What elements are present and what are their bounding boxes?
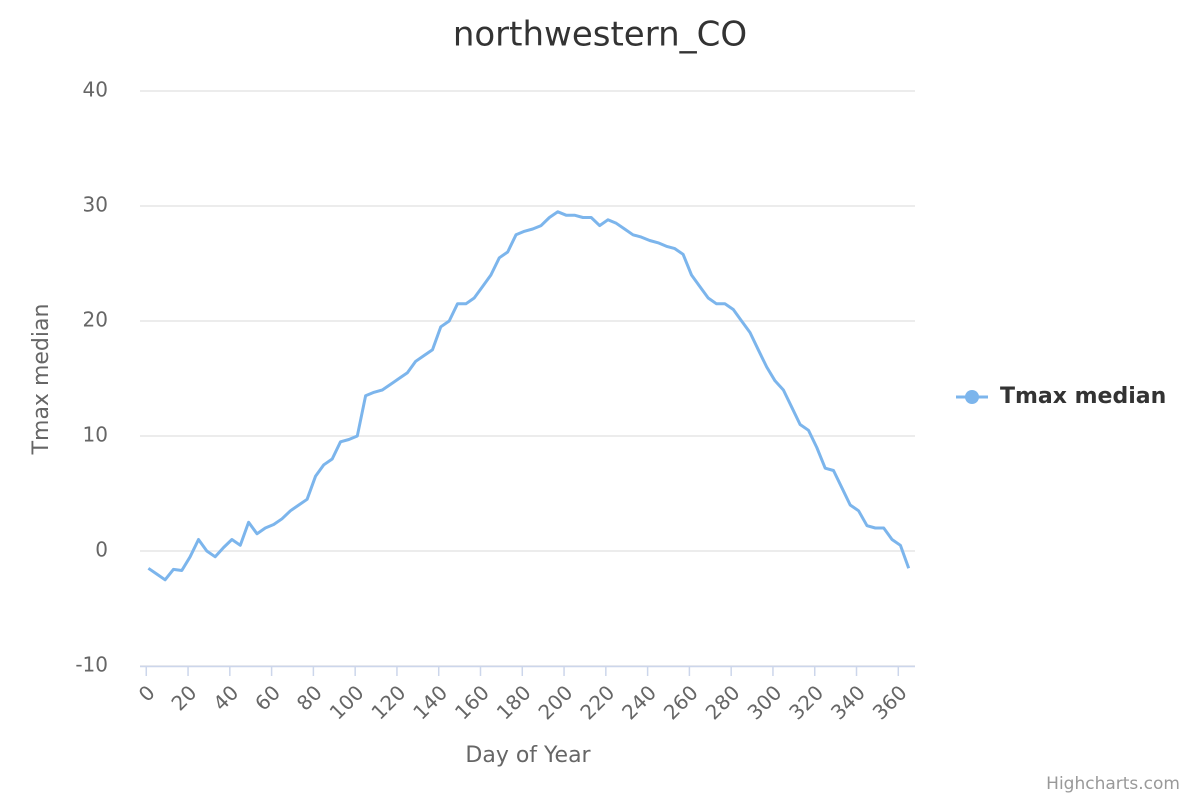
x-tick-label: 80 xyxy=(292,680,327,715)
x-tick-label: 220 xyxy=(575,680,619,724)
x-tick-label: 360 xyxy=(868,680,912,724)
x-axis-label: Day of Year xyxy=(465,743,591,768)
y-tick-label: 20 xyxy=(83,308,108,332)
x-tick-label: 300 xyxy=(742,680,786,724)
x-tick-label: 0 xyxy=(134,680,160,706)
y-tick-label: 30 xyxy=(83,193,108,217)
legend-marker xyxy=(965,390,979,404)
x-tick-label: 180 xyxy=(492,680,536,724)
x-tick-label: 60 xyxy=(250,680,285,715)
chart-title: northwestern_CO xyxy=(453,15,747,55)
x-tick-label: 340 xyxy=(826,680,870,724)
y-tick-label: 10 xyxy=(83,423,108,447)
x-tick-label: 140 xyxy=(408,680,452,724)
y-tick-label: -10 xyxy=(75,653,108,677)
x-tick-label: 260 xyxy=(659,680,703,724)
x-tick-label: 240 xyxy=(617,680,661,724)
x-tick-label: 320 xyxy=(784,680,828,724)
x-tick-label: 100 xyxy=(325,680,369,724)
y-tick-label: 0 xyxy=(95,538,108,562)
credits: Highcharts.com xyxy=(1046,774,1180,794)
x-tick-label: 20 xyxy=(167,680,202,715)
x-tick-label: 40 xyxy=(208,680,243,715)
y-axis-label: Tmax median xyxy=(29,304,54,456)
line-series xyxy=(147,210,911,582)
legend-label: Tmax median xyxy=(1000,384,1166,409)
y-tick-label: 40 xyxy=(83,78,108,102)
x-tick-label: 120 xyxy=(366,680,410,724)
x-tick-label: 160 xyxy=(450,680,494,724)
x-tick-label: 280 xyxy=(701,680,745,724)
x-tick-label: 200 xyxy=(534,680,578,724)
